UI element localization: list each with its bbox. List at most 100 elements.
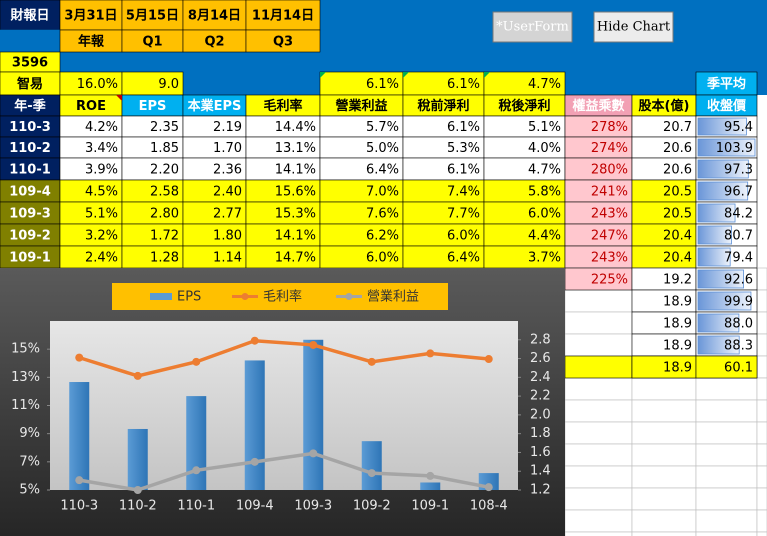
cell-text: 5.3% [447,141,480,156]
cell-text: 6.0% [528,207,561,222]
cell-text: 80.7 [724,229,753,244]
data-bar [697,117,747,136]
cell [564,377,633,401]
cell-text: 5.8% [528,185,561,200]
cell-text: 本業EPS [188,98,242,114]
cell [695,487,758,511]
cell [695,509,758,533]
cell [631,443,697,467]
cell-text: 1.14 [213,251,242,266]
x-tick-label: 109-4 [236,499,274,514]
cell-text: 7.7% [447,207,480,222]
cell-text: 20.6 [663,163,692,178]
marker [192,357,201,366]
cell-text: 年-季 [14,98,45,114]
button-label[interactable]: *UserForm [496,20,569,35]
data-bar [697,247,731,267]
marker [367,469,376,478]
cell [564,509,633,533]
cell [756,421,767,445]
cell-text: 14.7% [275,251,316,266]
cell-text: 6.0% [447,229,480,244]
cell-text: 99.9 [724,295,753,310]
button[interactable] [492,11,573,43]
cell-text: 8月14日 [188,9,241,24]
y2-tick-label: 1.2 [530,483,551,498]
marker [484,355,493,364]
cell [756,443,767,467]
cell-text: 2.80 [150,207,179,222]
marker [75,476,84,485]
data-bar [697,225,732,245]
legend-label: 營業利益 [367,289,419,305]
plot-area [50,321,518,490]
cell-text: 3596 [12,56,48,71]
cell-text: 4.0% [528,141,561,156]
y2-tick-label: 1.6 [530,445,551,460]
cell-text: 5.0% [366,141,399,156]
button[interactable] [593,11,674,43]
cell [695,421,758,445]
comment-marker [320,72,326,78]
cell-text: 15.6% [275,185,316,200]
cell-text: 5月15日 [126,9,179,24]
data-bar [697,335,740,355]
cell-text: 109-3 [9,207,51,222]
cell-text: 110-1 [9,163,51,178]
cell [695,465,758,489]
y-tick-label: 5% [19,483,40,498]
cell-text: 20.6 [663,141,692,156]
cell-text: 毛利率 [263,98,302,114]
cell-text: 4.4% [528,229,561,244]
cell-text: 智易 [17,76,43,92]
cell-text: 14.4% [275,120,316,135]
cell-text: 1.70 [213,141,242,156]
cell-text: 88.0 [724,317,753,332]
cell [756,465,767,489]
cell-text: 5.1% [528,120,561,135]
y-tick-label: 15% [11,342,40,357]
line [78,451,490,492]
cell-text: 84.2 [724,207,753,222]
cell-text: 97.3 [724,163,753,178]
cell-text: 6.1% [447,120,480,135]
marker [75,353,84,362]
cell-text: 60.1 [724,361,753,376]
cell-text: 92.6 [724,273,753,288]
legend-label: 毛利率 [263,289,302,305]
cell-text: 6.1% [447,77,480,92]
cell [756,289,767,313]
bar [244,360,265,490]
cell-text: 103.9 [716,141,753,156]
y-tick-label: 13% [11,370,40,385]
cell-text: 2.36 [213,163,242,178]
x-tick-label: 110-2 [119,499,157,514]
cell [631,487,697,511]
cell-text: 16.0% [77,77,118,92]
cell-text: 4.7% [528,77,561,92]
cell [564,355,633,379]
marker [192,466,201,475]
cell-text: 3.9% [85,163,118,178]
cell-text: 2.19 [213,120,242,135]
cell-text: 280% [591,163,628,178]
data-bar [697,291,752,311]
cell [631,399,697,423]
cell-text: 7.6% [366,207,399,222]
cell [564,289,633,313]
data-bar [697,159,749,179]
cell-text: 6.1% [447,163,480,178]
cell [756,333,767,357]
cell [631,531,697,536]
cell-text: 243% [591,251,628,266]
bar [303,339,324,490]
cell-text: 權益乘數 [572,98,624,114]
cell-text: 18.9 [663,361,692,376]
cell-text: 15.3% [275,207,316,222]
data-bar [697,181,749,201]
cell [756,487,767,511]
cell-text: 收盤價 [707,98,747,114]
button-label[interactable]: Hide Chart [597,20,671,35]
bar [127,428,148,490]
